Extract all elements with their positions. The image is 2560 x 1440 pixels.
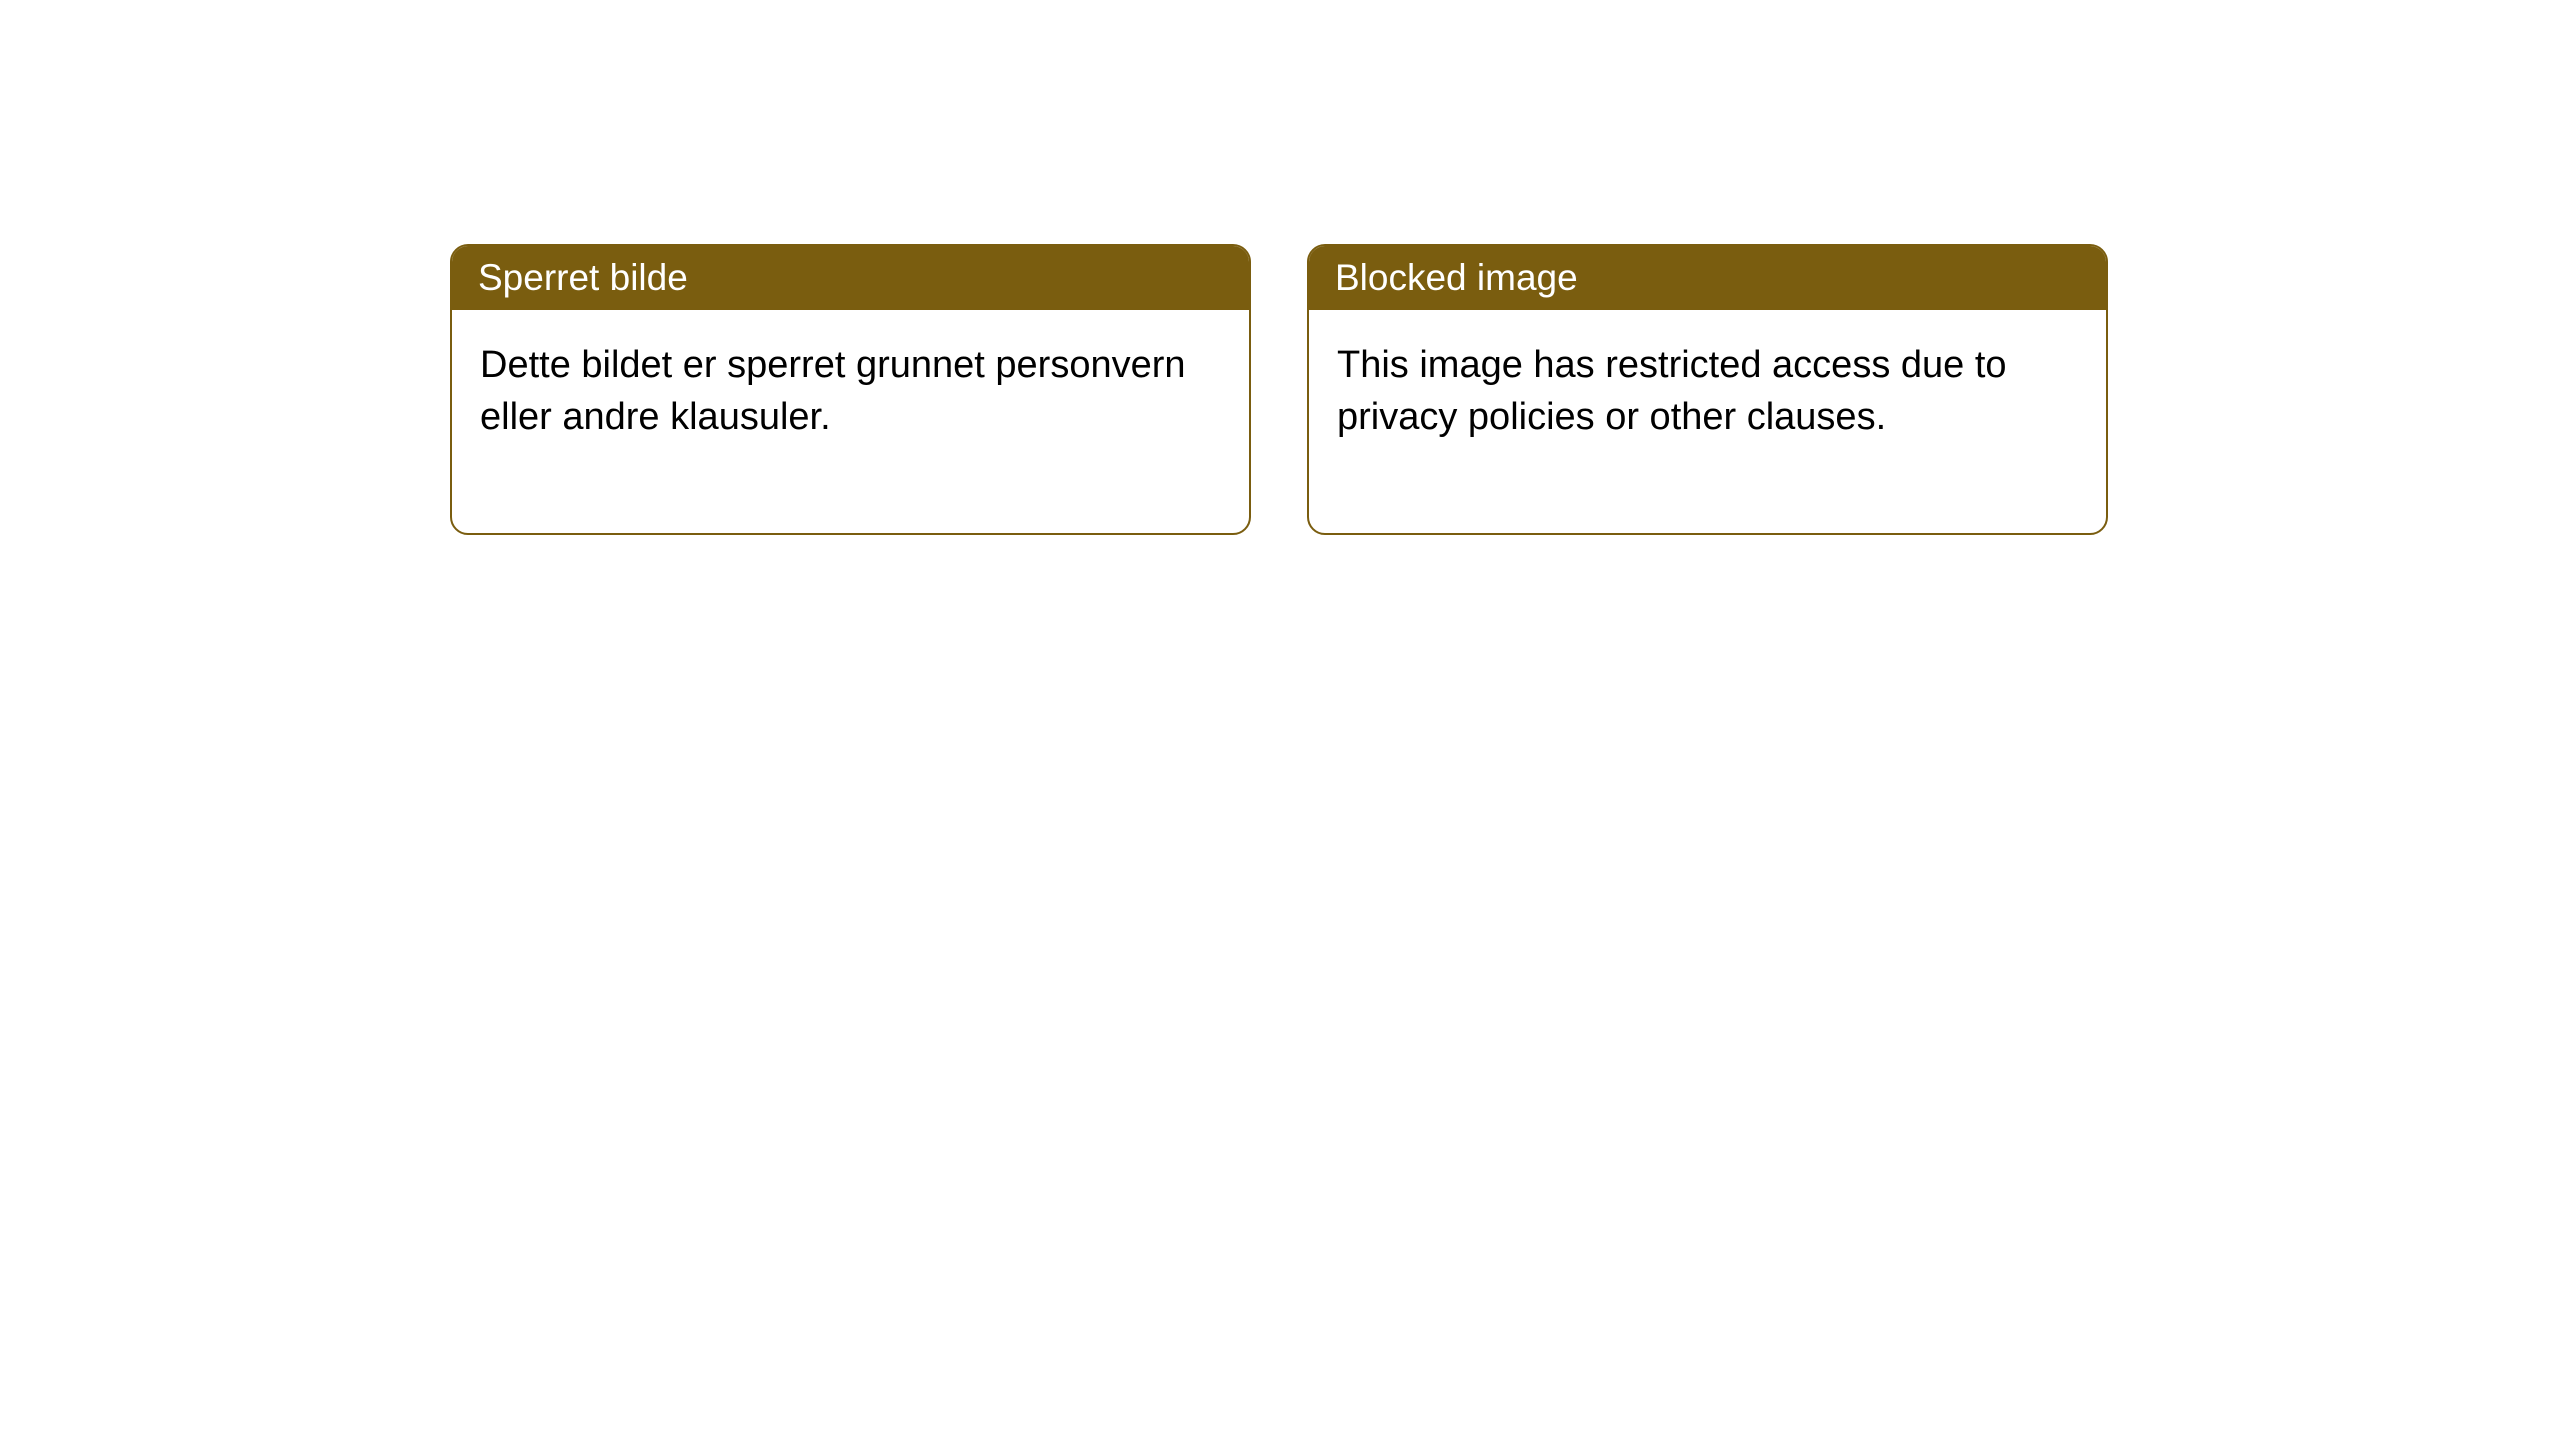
- notice-box-norwegian: Sperret bilde Dette bildet er sperret gr…: [450, 244, 1251, 535]
- notice-header-norwegian: Sperret bilde: [452, 246, 1249, 310]
- notice-header-english: Blocked image: [1309, 246, 2106, 310]
- notice-box-english: Blocked image This image has restricted …: [1307, 244, 2108, 535]
- notice-container: Sperret bilde Dette bildet er sperret gr…: [450, 244, 2108, 535]
- notice-body-norwegian: Dette bildet er sperret grunnet personve…: [452, 310, 1249, 533]
- notice-body-english: This image has restricted access due to …: [1309, 310, 2106, 533]
